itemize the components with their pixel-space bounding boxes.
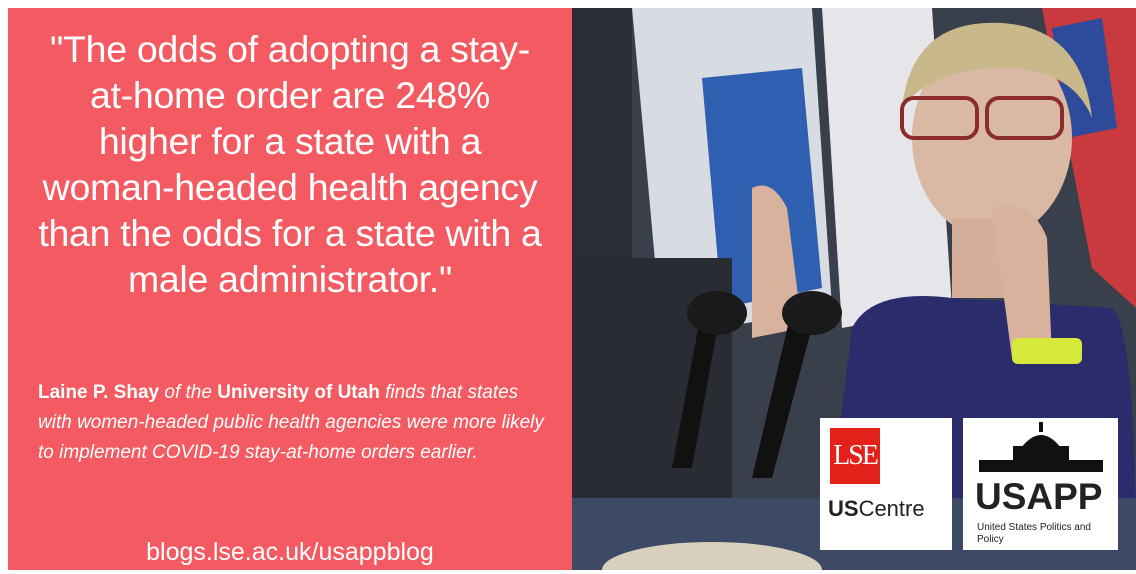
- lse-name: USCentre: [828, 496, 925, 522]
- lse-logo: LSE USCentre: [820, 418, 952, 550]
- page: "The odds of adopting a stay-at-home ord…: [0, 0, 1136, 574]
- quote: "The odds of adopting a stay-at-home ord…: [38, 26, 542, 302]
- institution: University of Utah: [217, 382, 380, 403]
- quote-panel: "The odds of adopting a stay-at-home ord…: [8, 8, 572, 570]
- attribution: Laine P. Shay of the University of Utah …: [38, 378, 548, 468]
- lse-mark: LSE: [830, 428, 880, 484]
- usapp-tagline: United States Politics and Policy: [977, 522, 1102, 546]
- capitol-icon: [963, 418, 1118, 478]
- connector: of the: [164, 382, 212, 403]
- author: Laine P. Shay: [38, 382, 159, 403]
- url: blogs.lse.ac.uk/usappblog: [8, 538, 572, 567]
- lse-name-rest: Centre: [859, 496, 925, 521]
- lse-name-bold: US: [828, 496, 859, 521]
- usapp-logo: USAPP United States Politics and Policy: [963, 418, 1118, 550]
- usapp-name: USAPP: [975, 476, 1102, 518]
